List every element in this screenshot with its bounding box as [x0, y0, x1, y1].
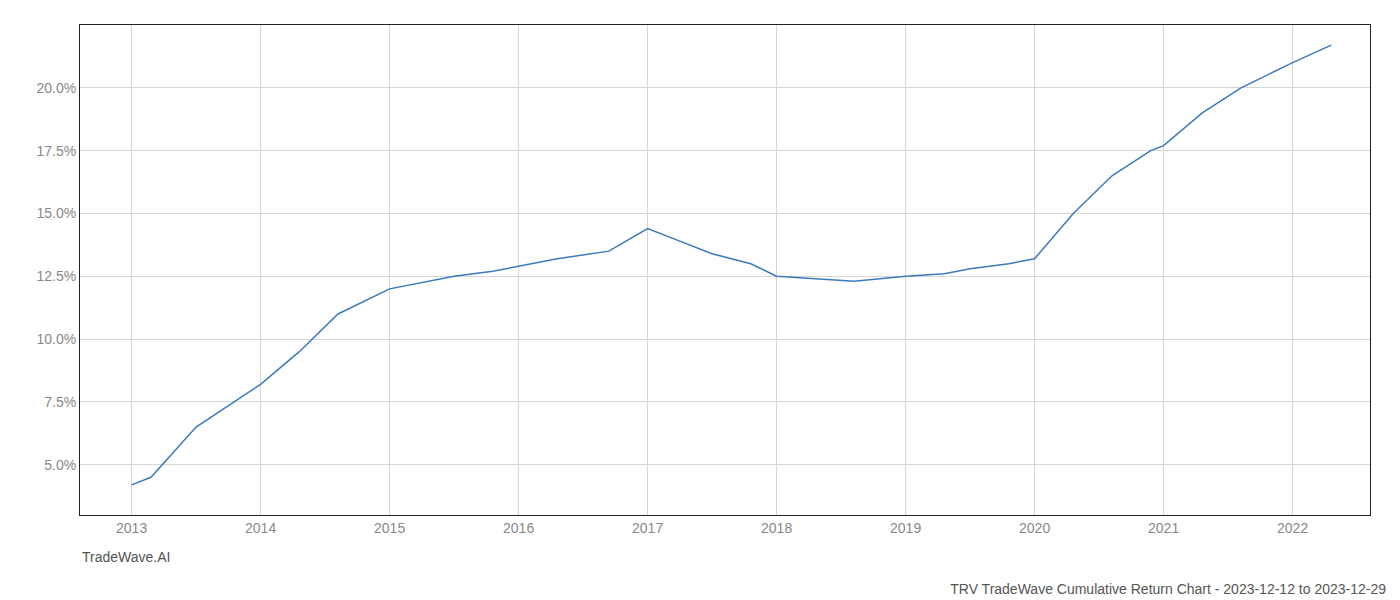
svg-text:2014: 2014	[245, 520, 276, 536]
svg-text:2022: 2022	[1277, 520, 1308, 536]
svg-text:12.5%: 12.5%	[36, 268, 76, 284]
svg-text:5.0%: 5.0%	[44, 457, 76, 473]
svg-text:TRV TradeWave Cumulative Retur: TRV TradeWave Cumulative Return Chart - …	[950, 581, 1386, 597]
svg-text:2021: 2021	[1148, 520, 1179, 536]
svg-text:TradeWave.AI: TradeWave.AI	[82, 549, 170, 565]
svg-text:2019: 2019	[890, 520, 921, 536]
svg-text:2013: 2013	[116, 520, 147, 536]
svg-text:10.0%: 10.0%	[36, 331, 76, 347]
svg-text:2017: 2017	[632, 520, 663, 536]
svg-text:20.0%: 20.0%	[36, 80, 76, 96]
svg-text:2020: 2020	[1019, 520, 1050, 536]
svg-text:17.5%: 17.5%	[36, 143, 76, 159]
svg-text:15.0%: 15.0%	[36, 205, 76, 221]
svg-text:2018: 2018	[761, 520, 792, 536]
svg-text:2015: 2015	[374, 520, 405, 536]
svg-text:7.5%: 7.5%	[44, 394, 76, 410]
svg-text:2016: 2016	[503, 520, 534, 536]
